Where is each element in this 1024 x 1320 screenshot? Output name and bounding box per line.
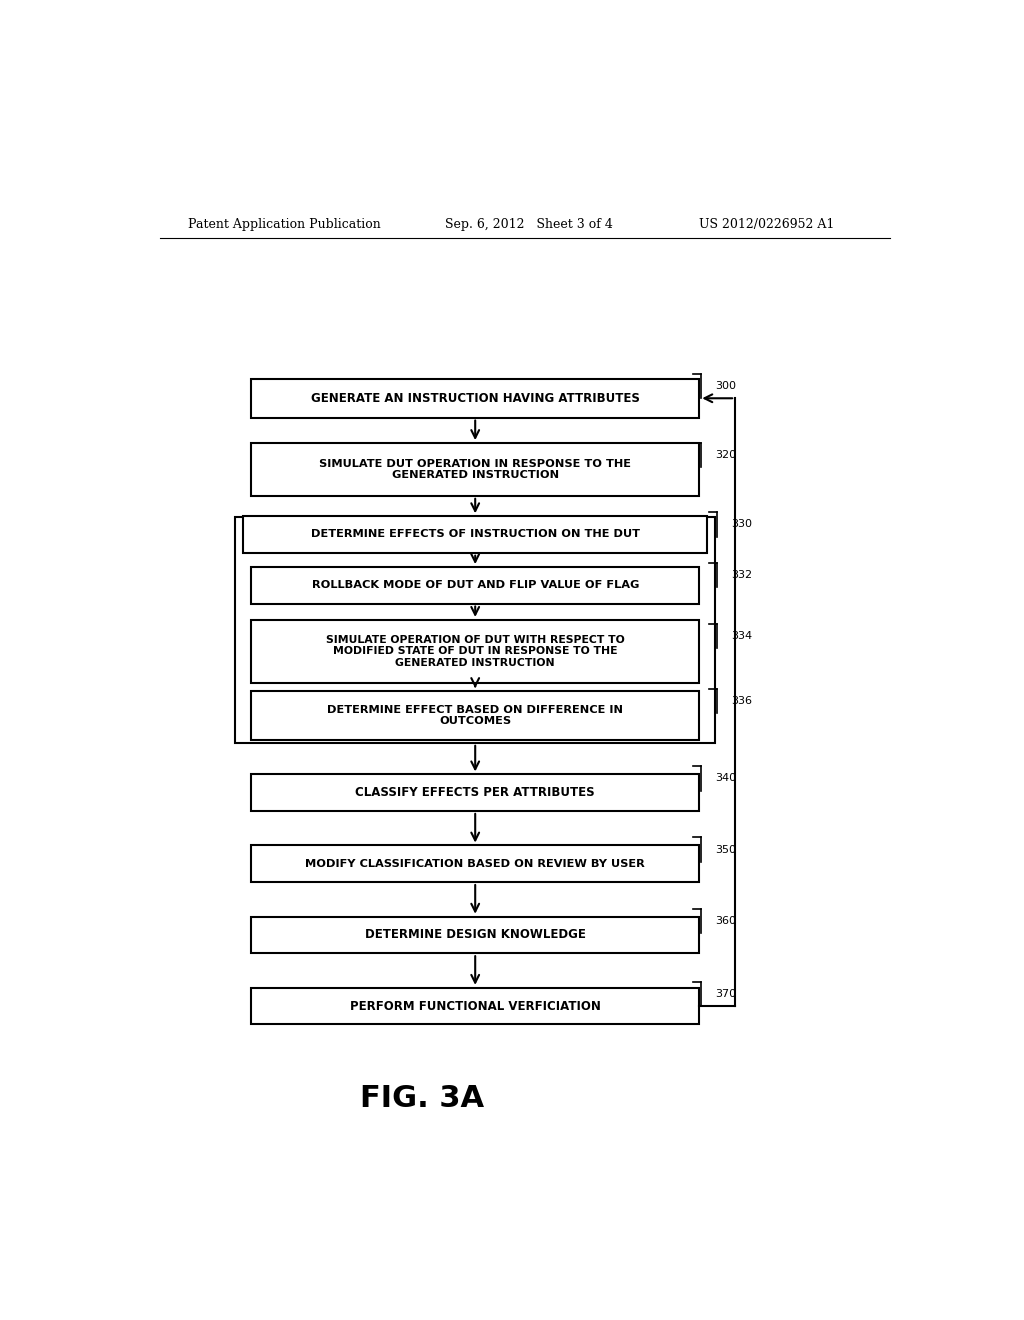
- Text: 332: 332: [731, 570, 753, 579]
- Text: 330: 330: [731, 519, 753, 529]
- Text: 300: 300: [715, 381, 736, 391]
- Text: Patent Application Publication: Patent Application Publication: [187, 218, 380, 231]
- Bar: [251, 775, 699, 810]
- Text: 334: 334: [731, 631, 753, 642]
- Text: 360: 360: [715, 916, 736, 925]
- Bar: [251, 444, 699, 496]
- Text: Sep. 6, 2012   Sheet 3 of 4: Sep. 6, 2012 Sheet 3 of 4: [445, 218, 613, 231]
- Text: SIMULATE DUT OPERATION IN RESPONSE TO THE
GENERATED INSTRUCTION: SIMULATE DUT OPERATION IN RESPONSE TO TH…: [319, 458, 631, 480]
- Bar: [251, 916, 699, 953]
- Bar: [236, 517, 715, 743]
- Text: DETERMINE EFFECT BASED ON DIFFERENCE IN
OUTCOMES: DETERMINE EFFECT BASED ON DIFFERENCE IN …: [328, 705, 624, 726]
- Bar: [251, 690, 699, 739]
- Text: 340: 340: [715, 774, 736, 783]
- Text: MODIFY CLASSIFICATION BASED ON REVIEW BY USER: MODIFY CLASSIFICATION BASED ON REVIEW BY…: [305, 859, 645, 869]
- Text: SIMULATE OPERATION OF DUT WITH RESPECT TO
MODIFIED STATE OF DUT IN RESPONSE TO T: SIMULATE OPERATION OF DUT WITH RESPECT T…: [326, 635, 625, 668]
- Text: 370: 370: [715, 989, 736, 999]
- Bar: [251, 846, 699, 882]
- Bar: [251, 987, 699, 1024]
- Text: PERFORM FUNCTIONAL VERFICIATION: PERFORM FUNCTIONAL VERFICIATION: [350, 999, 601, 1012]
- Bar: [251, 568, 699, 603]
- Bar: [251, 620, 699, 682]
- Text: 350: 350: [715, 845, 736, 854]
- Text: 320: 320: [715, 450, 736, 461]
- Bar: [243, 516, 708, 553]
- Text: DETERMINE DESIGN KNOWLEDGE: DETERMINE DESIGN KNOWLEDGE: [365, 928, 586, 941]
- Text: FIG. 3A: FIG. 3A: [359, 1084, 483, 1113]
- Text: ROLLBACK MODE OF DUT AND FLIP VALUE OF FLAG: ROLLBACK MODE OF DUT AND FLIP VALUE OF F…: [311, 581, 639, 590]
- Text: CLASSIFY EFFECTS PER ATTRIBUTES: CLASSIFY EFFECTS PER ATTRIBUTES: [355, 787, 595, 799]
- Text: GENERATE AN INSTRUCTION HAVING ATTRIBUTES: GENERATE AN INSTRUCTION HAVING ATTRIBUTE…: [310, 392, 640, 405]
- Text: 336: 336: [731, 696, 753, 706]
- Text: DETERMINE EFFECTS OF INSTRUCTION ON THE DUT: DETERMINE EFFECTS OF INSTRUCTION ON THE …: [310, 529, 640, 540]
- Bar: [251, 379, 699, 417]
- Text: US 2012/0226952 A1: US 2012/0226952 A1: [699, 218, 835, 231]
